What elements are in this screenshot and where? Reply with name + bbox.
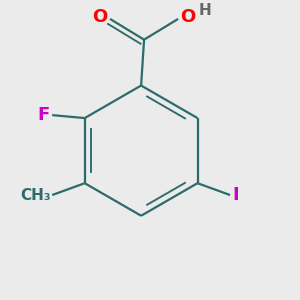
Text: F: F: [38, 106, 50, 124]
Text: CH₃: CH₃: [20, 188, 51, 202]
Text: O: O: [92, 8, 107, 26]
Text: H: H: [198, 3, 211, 18]
Text: O: O: [181, 8, 196, 26]
Text: I: I: [232, 186, 239, 204]
